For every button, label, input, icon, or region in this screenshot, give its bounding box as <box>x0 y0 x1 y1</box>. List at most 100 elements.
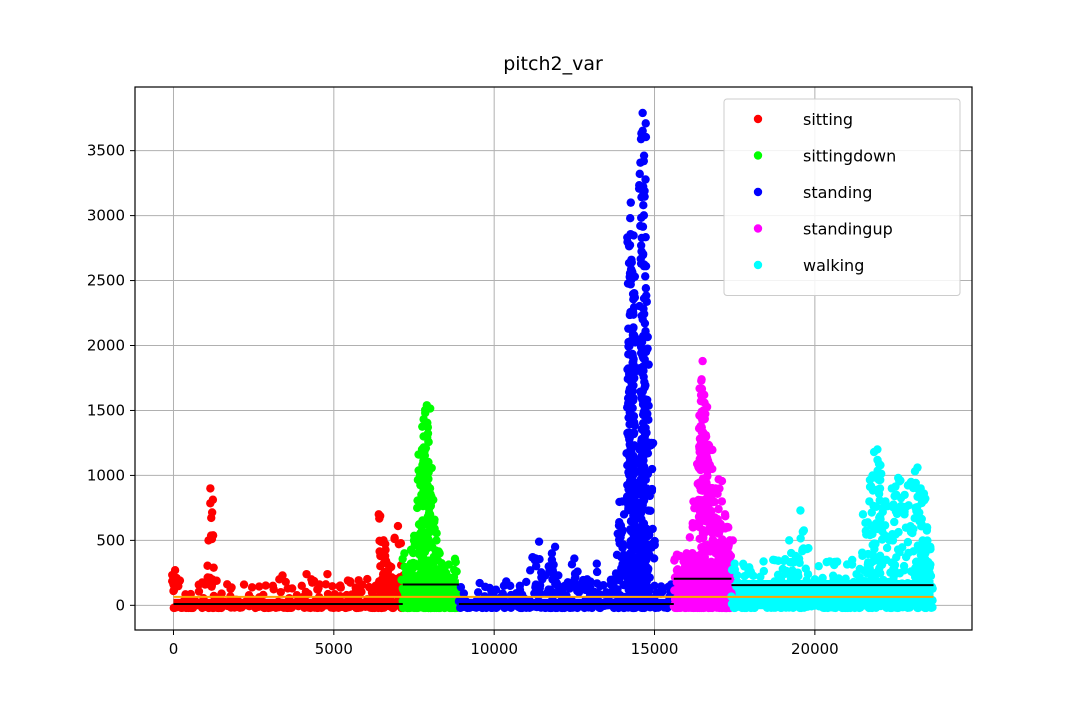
data-point-walking <box>904 501 913 510</box>
data-point-sitting <box>377 579 387 589</box>
data-point-standingup <box>685 554 694 563</box>
data-point-standingup <box>698 533 707 542</box>
data-point-standingup <box>718 567 728 576</box>
data-point-sitting <box>376 562 385 571</box>
data-point-standing <box>657 601 667 610</box>
data-point-sittingdown <box>441 568 451 578</box>
data-point-standing <box>638 400 648 409</box>
data-point-standingup <box>679 591 689 600</box>
data-point-standingup <box>709 601 718 611</box>
data-point-standing <box>638 481 648 490</box>
legend-label-standingup: standingup <box>803 220 893 239</box>
data-point-walking <box>796 534 805 543</box>
data-point-walking <box>885 536 894 545</box>
data-point-walking <box>814 561 823 571</box>
data-point-standing <box>644 360 653 369</box>
data-point-sitting <box>343 576 353 585</box>
data-point-standing <box>490 593 499 603</box>
data-point-walking <box>759 557 768 566</box>
data-point-sitting <box>384 598 393 607</box>
data-point-sitting <box>247 583 257 592</box>
data-point-standing <box>547 549 557 558</box>
data-point-standing <box>532 586 541 596</box>
data-point-standingup <box>699 406 708 415</box>
data-point-standing <box>481 582 490 592</box>
data-point-standingup <box>672 550 682 559</box>
data-point-sittingdown <box>448 575 457 584</box>
legend-label-standing: standing <box>803 183 872 202</box>
data-point-standing <box>473 588 483 597</box>
data-point-sitting <box>328 582 337 591</box>
data-point-sitting <box>198 603 207 613</box>
data-point-standing <box>626 229 635 239</box>
data-point-standing <box>551 579 560 589</box>
data-point-standingup <box>705 512 714 522</box>
data-point-walking <box>887 603 896 613</box>
data-point-standing <box>639 489 648 498</box>
data-point-walking <box>733 571 742 580</box>
data-points <box>168 108 937 613</box>
data-point-standing <box>639 353 648 363</box>
data-point-standing <box>643 344 652 353</box>
data-point-walking <box>872 485 882 495</box>
data-point-sitting <box>301 587 311 597</box>
data-point-standing <box>639 294 649 303</box>
data-point-walking <box>910 572 920 582</box>
y-tick-label: 2500 <box>87 272 125 290</box>
data-point-sittingdown <box>433 556 443 565</box>
data-point-standing <box>638 222 648 231</box>
data-point-walking <box>899 561 909 571</box>
data-point-walking <box>882 543 892 553</box>
data-point-walking <box>874 475 884 485</box>
data-point-walking <box>881 502 890 511</box>
data-point-walking <box>911 600 920 609</box>
data-point-standing <box>639 366 648 375</box>
data-point-standing <box>650 581 659 591</box>
data-point-walking <box>913 492 922 501</box>
data-point-sitting <box>268 581 278 591</box>
data-point-standingup <box>687 602 696 612</box>
data-point-walking <box>832 557 842 566</box>
data-point-standing <box>638 108 647 118</box>
data-point-sitting <box>310 598 319 608</box>
data-point-sittingdown <box>405 600 414 609</box>
data-point-walking <box>810 575 820 584</box>
data-point-walking <box>849 579 858 589</box>
data-point-walking <box>891 482 900 491</box>
data-point-sittingdown <box>409 583 418 592</box>
x-tick-label: 5000 <box>315 640 353 658</box>
data-point-standing <box>648 524 657 534</box>
data-point-standingup <box>728 536 737 545</box>
data-point-standing <box>644 415 653 424</box>
data-point-standing <box>574 588 584 597</box>
data-point-standing <box>562 591 571 600</box>
data-point-standingup <box>674 566 683 575</box>
data-point-sitting <box>383 573 392 583</box>
data-point-walking <box>900 490 909 500</box>
data-point-standing <box>602 588 611 597</box>
data-point-walking <box>858 510 868 519</box>
data-point-standing <box>525 566 535 575</box>
data-point-standing <box>531 561 541 571</box>
data-point-walking <box>777 603 786 613</box>
data-point-sitting <box>245 596 255 605</box>
legend-label-walking: walking <box>803 256 864 275</box>
data-point-sittingdown <box>421 475 431 484</box>
data-point-walking <box>840 599 849 609</box>
data-point-standing <box>643 530 653 539</box>
data-point-walking <box>911 478 920 488</box>
data-point-walking <box>871 577 880 586</box>
data-point-standing <box>640 186 649 196</box>
data-point-sittingdown <box>432 536 441 545</box>
data-point-standing <box>624 342 633 351</box>
data-point-walking <box>872 502 881 512</box>
data-point-standing <box>626 395 635 404</box>
data-point-standing <box>645 441 655 450</box>
data-point-walking <box>904 548 913 558</box>
data-point-standingup <box>685 533 695 542</box>
data-point-standing <box>641 175 650 184</box>
data-point-sitting <box>375 511 385 521</box>
data-point-sitting <box>169 586 178 596</box>
data-point-standing <box>638 438 647 447</box>
data-point-sitting <box>363 574 372 584</box>
